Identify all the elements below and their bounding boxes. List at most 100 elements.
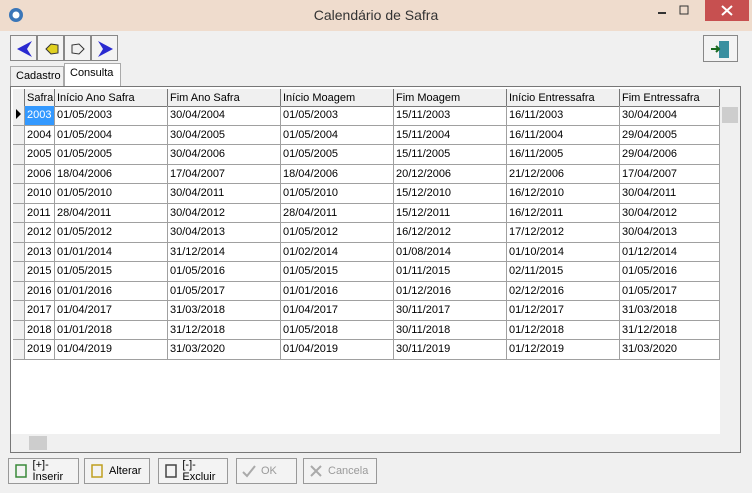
grid-cell[interactable]: 31/03/2018 [168, 301, 281, 321]
exit-button[interactable] [703, 35, 738, 62]
grid-cell[interactable]: 15/12/2010 [394, 184, 507, 204]
grid-cell[interactable]: 2015 [25, 262, 55, 282]
column-header[interactable]: Fim Moagem [394, 89, 507, 107]
grid-cell[interactable]: 16/12/2011 [507, 203, 620, 223]
grid-cell[interactable]: 30/04/2012 [620, 203, 720, 223]
grid-cell[interactable]: 2005 [25, 145, 55, 165]
grid-cell[interactable]: 01/05/2018 [281, 320, 394, 340]
grid-cell[interactable]: 17/12/2012 [507, 223, 620, 243]
grid-cell[interactable]: 2012 [25, 223, 55, 243]
grid-cell[interactable]: 2019 [25, 340, 55, 360]
grid-cell[interactable]: 01/05/2017 [168, 281, 281, 301]
grid-cell[interactable]: 01/05/2003 [55, 106, 168, 126]
grid-cell[interactable]: 01/05/2003 [281, 106, 394, 126]
button[interactable]: [-]-Excluir [158, 458, 228, 484]
grid-cell[interactable]: 01/05/2005 [281, 145, 394, 165]
grid-cell[interactable]: 16/11/2005 [507, 145, 620, 165]
grid-cell[interactable]: 01/05/2015 [281, 262, 394, 282]
grid-cell[interactable]: 16/12/2010 [507, 184, 620, 204]
grid-cell[interactable]: 31/12/2018 [168, 320, 281, 340]
grid-cell[interactable]: 18/04/2006 [55, 164, 168, 184]
grid-cell[interactable]: 30/11/2017 [394, 301, 507, 321]
grid-cell[interactable]: 02/11/2015 [507, 262, 620, 282]
grid-cell[interactable]: 30/04/2013 [620, 223, 720, 243]
first-record-button[interactable] [10, 35, 37, 61]
grid-cell[interactable]: 01/05/2004 [281, 125, 394, 145]
grid-cell[interactable]: 30/04/2012 [168, 203, 281, 223]
grid-cell[interactable]: 28/04/2011 [281, 203, 394, 223]
grid-cell[interactable]: 28/04/2011 [55, 203, 168, 223]
grid-cell[interactable]: 01/08/2014 [394, 242, 507, 262]
grid-cell[interactable]: 01/05/2010 [281, 184, 394, 204]
grid-cell[interactable]: 21/12/2006 [507, 164, 620, 184]
grid-cell[interactable]: 01/01/2018 [55, 320, 168, 340]
grid-cell[interactable]: 30/04/2011 [168, 184, 281, 204]
grid-cell[interactable]: 01/05/2004 [55, 125, 168, 145]
grid-cell[interactable]: 29/04/2006 [620, 145, 720, 165]
grid-cell[interactable]: 30/04/2006 [168, 145, 281, 165]
grid-cell[interactable]: 01/05/2012 [55, 223, 168, 243]
grid-cell[interactable]: 31/03/2020 [168, 340, 281, 360]
grid-cell[interactable]: 01/05/2010 [55, 184, 168, 204]
column-header[interactable]: Safra [25, 89, 55, 107]
grid-cell[interactable]: 01/05/2017 [620, 281, 720, 301]
grid-cell[interactable]: 2004 [25, 125, 55, 145]
window-controls[interactable] [650, 0, 750, 22]
grid-cell[interactable]: 15/11/2004 [394, 125, 507, 145]
grid-cell[interactable]: 2013 [25, 242, 55, 262]
button[interactable]: Alterar [84, 458, 150, 484]
last-record-button[interactable] [91, 35, 118, 61]
button[interactable]: Cancela [303, 458, 377, 484]
column-header[interactable]: Início Entressafra [507, 89, 620, 107]
grid-cell[interactable]: 01/01/2016 [55, 281, 168, 301]
grid-cell[interactable]: 30/11/2018 [394, 320, 507, 340]
grid-cell[interactable]: 01/05/2016 [168, 262, 281, 282]
grid-cell[interactable]: 01/04/2017 [55, 301, 168, 321]
button[interactable]: [+]-Inserir [8, 458, 79, 484]
vertical-scrollbar[interactable] [720, 87, 740, 434]
grid-cell[interactable]: 01/05/2005 [55, 145, 168, 165]
column-header[interactable]: Fim Ano Safra [168, 89, 281, 107]
grid-cell[interactable]: 01/12/2019 [507, 340, 620, 360]
grid-cell[interactable]: 30/11/2019 [394, 340, 507, 360]
grid-cell[interactable]: 31/12/2014 [168, 242, 281, 262]
grid-cell[interactable]: 2010 [25, 184, 55, 204]
grid-cell[interactable]: 2016 [25, 281, 55, 301]
grid-cell[interactable]: 01/04/2019 [55, 340, 168, 360]
column-header[interactable]: Início Moagem [281, 89, 394, 107]
grid-cell[interactable]: 16/11/2004 [507, 125, 620, 145]
grid-cell[interactable]: 2003 [25, 106, 55, 126]
tab-active[interactable]: Consulta [64, 63, 121, 87]
grid-cell[interactable]: 30/04/2004 [620, 106, 720, 126]
grid-cell[interactable]: 01/05/2016 [620, 262, 720, 282]
scroll-thumb[interactable] [29, 436, 47, 450]
grid-cell[interactable]: 31/03/2018 [620, 301, 720, 321]
grid-cell[interactable]: 2018 [25, 320, 55, 340]
grid-cell[interactable]: 01/01/2016 [281, 281, 394, 301]
grid-cell[interactable]: 29/04/2005 [620, 125, 720, 145]
grid-cell[interactable]: 01/01/2014 [55, 242, 168, 262]
grid-cell[interactable]: 16/12/2012 [394, 223, 507, 243]
grid-cell[interactable]: 2017 [25, 301, 55, 321]
grid-cell[interactable]: 20/12/2006 [394, 164, 507, 184]
grid-cell[interactable]: 02/12/2016 [507, 281, 620, 301]
grid-cell[interactable]: 2011 [25, 203, 55, 223]
grid-cell[interactable]: 01/04/2017 [281, 301, 394, 321]
grid-cell[interactable]: 01/04/2019 [281, 340, 394, 360]
grid-cell[interactable]: 30/04/2011 [620, 184, 720, 204]
scroll-thumb[interactable] [722, 107, 738, 123]
grid-cell[interactable]: 30/04/2005 [168, 125, 281, 145]
grid-cell[interactable]: 01/12/2017 [507, 301, 620, 321]
grid-cell[interactable]: 17/04/2007 [168, 164, 281, 184]
column-header[interactable]: Fim Entressafra [620, 89, 720, 107]
tab[interactable]: Cadastro [10, 66, 64, 86]
grid-cell[interactable]: 15/11/2005 [394, 145, 507, 165]
grid-cell[interactable]: 2006 [25, 164, 55, 184]
grid-cell[interactable]: 31/03/2020 [620, 340, 720, 360]
grid-cell[interactable]: 16/11/2003 [507, 106, 620, 126]
grid-cell[interactable]: 01/12/2014 [620, 242, 720, 262]
grid-cell[interactable]: 15/11/2003 [394, 106, 507, 126]
grid-cell[interactable]: 01/05/2015 [55, 262, 168, 282]
column-header[interactable]: Início Ano Safra [55, 89, 168, 107]
grid-cell[interactable]: 15/12/2011 [394, 203, 507, 223]
